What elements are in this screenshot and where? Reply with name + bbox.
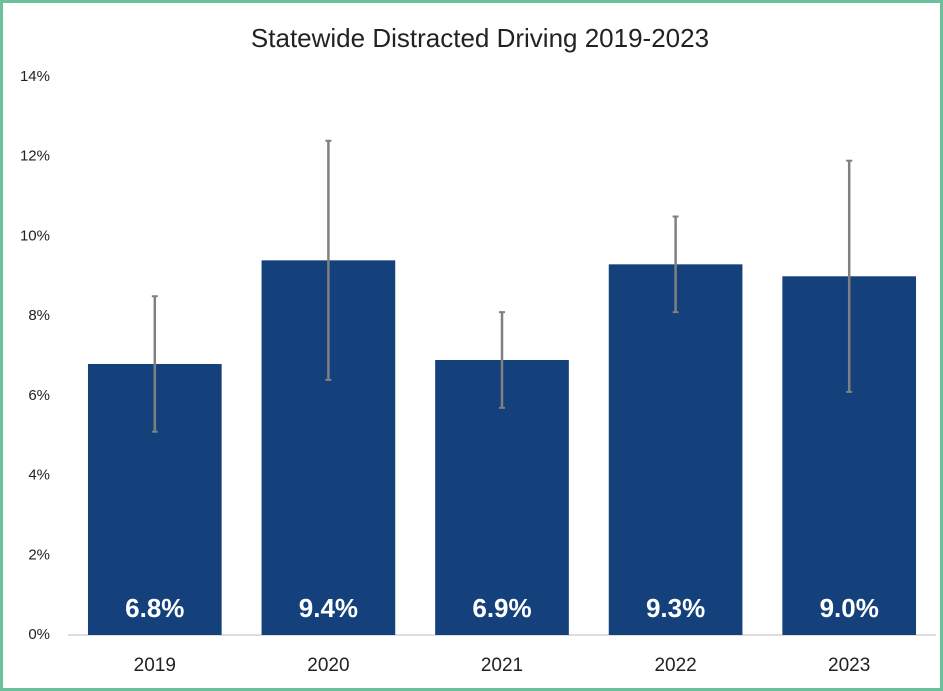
y-tick-label: 8% [28, 307, 50, 324]
y-tick-label: 2% [28, 546, 50, 563]
x-tick-label: 2020 [307, 655, 349, 676]
x-tick-label: 2023 [828, 655, 870, 676]
y-tick-label: 0% [28, 626, 50, 643]
data-label: 9.3% [646, 593, 705, 623]
x-tick-label: 2021 [481, 655, 523, 676]
y-tick-label: 4% [28, 467, 50, 484]
data-label: 6.9% [472, 593, 531, 623]
x-tick-label: 2022 [654, 655, 696, 676]
data-label: 9.4% [299, 593, 358, 623]
y-tick-label: 12% [20, 148, 50, 165]
data-label: 6.8% [125, 593, 184, 623]
y-tick-label: 14% [20, 68, 50, 85]
chart-title: Statewide Distracted Driving 2019-2023 [251, 23, 709, 53]
bar [608, 264, 743, 635]
x-tick-label: 2019 [134, 655, 176, 676]
data-label: 9.0% [820, 593, 879, 623]
y-tick-label: 6% [28, 387, 50, 404]
y-tick-label: 10% [20, 227, 50, 244]
